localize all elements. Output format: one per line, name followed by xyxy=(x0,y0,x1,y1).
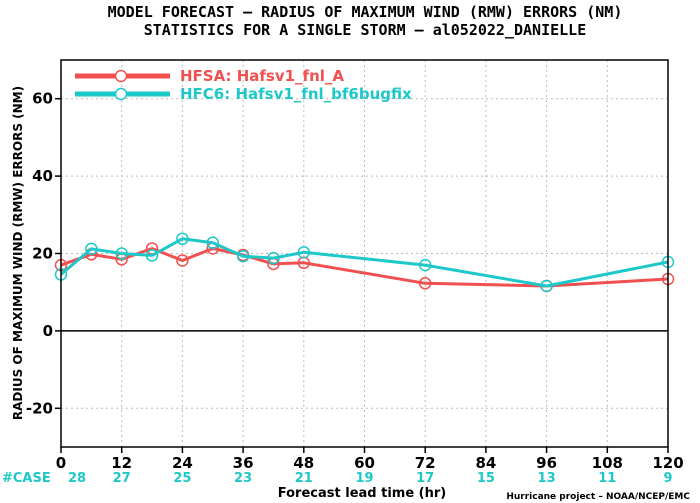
chart-title: MODEL FORECAST – RADIUS OF MAXIMUM WIND … xyxy=(108,3,623,21)
x-tick-label: 108 xyxy=(592,454,623,472)
x-tick-label: 24 xyxy=(172,454,193,472)
x-ticks: 0 12 24 36 48 60 72 84 96 108 120 xyxy=(56,447,684,472)
data-point xyxy=(176,254,189,267)
y-axis-label: RADIUS OF MAXIMUM WIND (RMW) ERRORS (NM) xyxy=(11,86,25,420)
data-point xyxy=(85,242,98,256)
data-point xyxy=(297,246,311,259)
y-tick-label: 40 xyxy=(32,167,53,185)
x-tick-label: 60 xyxy=(354,454,375,472)
data-point xyxy=(206,236,219,249)
case-count: 27 xyxy=(113,471,131,486)
data-point xyxy=(115,247,128,260)
x-tick-label: 96 xyxy=(536,454,557,472)
legend-label-2: HFC6: Hafsv1_fnl_bf6bugfix xyxy=(180,85,412,103)
chart-subtitle: STATISTICS FOR A SINGLE STORM – al052022… xyxy=(144,21,587,39)
case-count: 21 xyxy=(295,471,313,486)
x-axis-label: Forecast lead time (hr) xyxy=(278,486,446,501)
x-tick-label: 48 xyxy=(293,454,314,472)
x-tick-label: 0 xyxy=(56,454,66,472)
data-point xyxy=(418,258,432,272)
series-group xyxy=(54,232,675,293)
data-point xyxy=(267,251,280,265)
data-point xyxy=(145,249,159,262)
case-count: 9 xyxy=(663,471,672,486)
case-count: 17 xyxy=(416,471,434,486)
x-tick-label: 36 xyxy=(233,454,254,472)
case-count: 15 xyxy=(477,471,495,486)
y-tick-label: 20 xyxy=(32,245,53,263)
y-tick-label: -20 xyxy=(26,399,53,417)
y-ticks: -20 0 20 40 60 xyxy=(26,90,61,417)
data-point xyxy=(418,277,432,290)
y-tick-label: 0 xyxy=(43,322,53,340)
x-tick-label: 84 xyxy=(475,454,496,472)
data-point xyxy=(540,279,553,293)
case-count: 25 xyxy=(173,471,191,486)
data-point xyxy=(176,232,189,246)
x-tick-label: 72 xyxy=(415,454,436,472)
case-count: 19 xyxy=(355,471,373,486)
x-tick-label: 120 xyxy=(652,454,683,472)
case-count: 13 xyxy=(538,471,556,486)
legend-marker-1 xyxy=(114,69,128,83)
y-tick-label: 60 xyxy=(32,90,53,108)
case-label: #CASE xyxy=(2,471,51,486)
case-counts: 28 27 25 23 21 19 17 15 13 11 9 xyxy=(68,471,673,486)
x-tick-label: 12 xyxy=(111,454,132,472)
legend-marker-2 xyxy=(114,87,128,101)
legend-label-1: HFSA: Hafsv1_fnl_A xyxy=(180,67,344,85)
case-count: 28 xyxy=(68,471,86,486)
data-point xyxy=(236,249,250,263)
case-count: 11 xyxy=(598,471,616,486)
credit-text: Hurricane project – NOAA/NCEP/EMC xyxy=(506,492,690,502)
case-count: 23 xyxy=(234,471,252,486)
